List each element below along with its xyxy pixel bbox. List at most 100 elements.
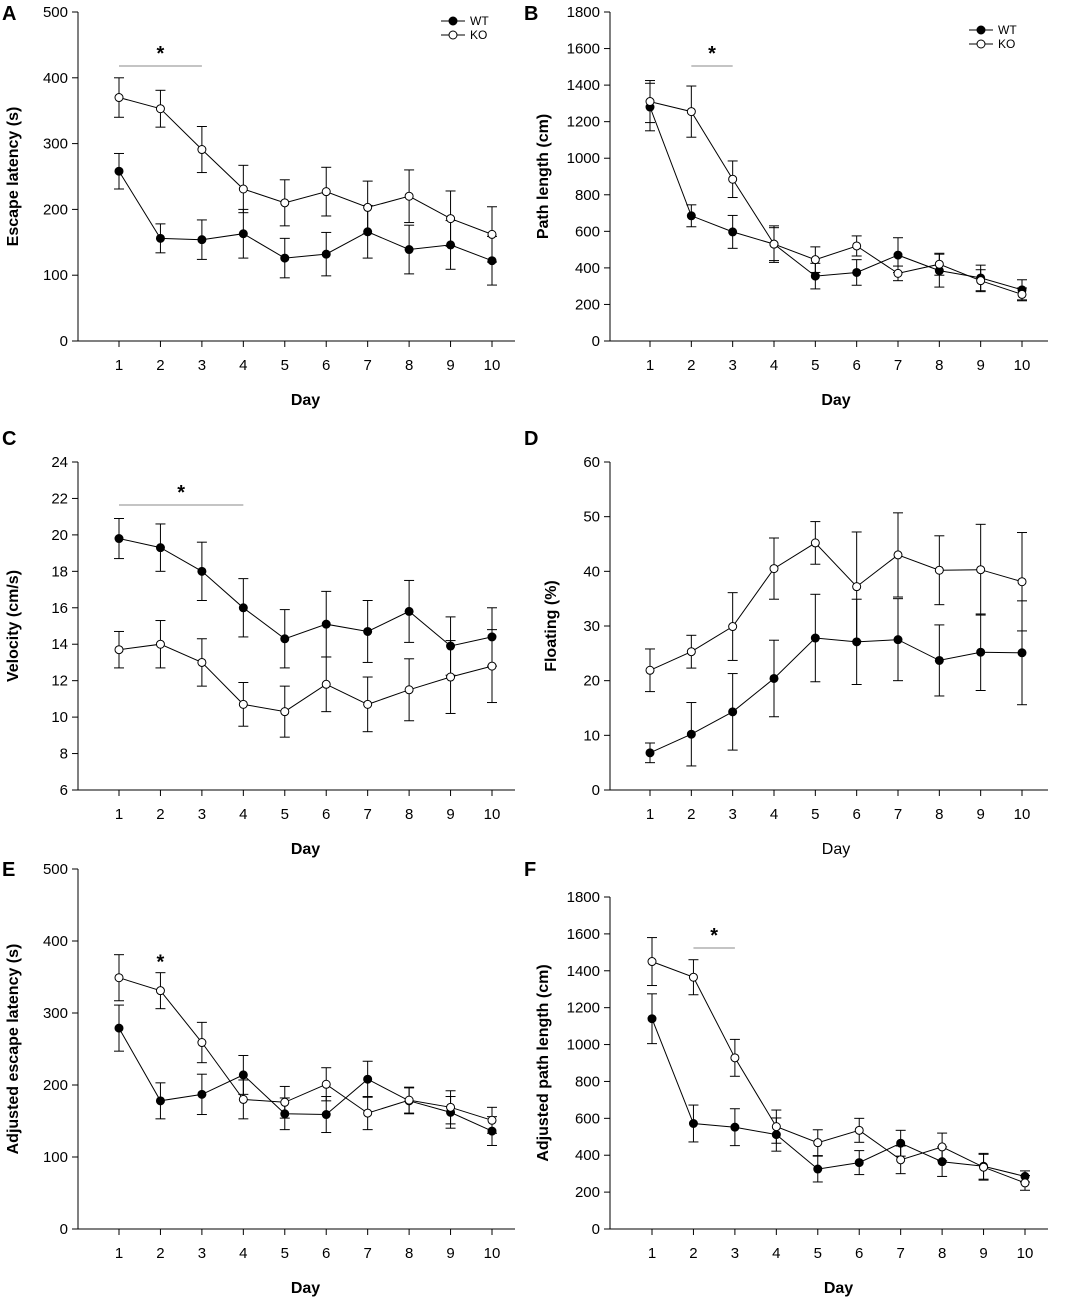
data-point-ko-c: [114, 645, 124, 655]
x-tick-label-c: 4: [239, 806, 247, 823]
x-tick-label-c: 7: [363, 806, 371, 823]
data-point-ko-b: [934, 259, 944, 269]
y-tick-label-f: 0: [592, 1221, 600, 1238]
x-axis-label-a: Day: [291, 392, 320, 409]
y-tick-label-e: 100: [43, 1149, 68, 1166]
legend-label-ko-a: KO: [470, 28, 487, 42]
y-axis-label-e: Adjusted escape latency (s): [5, 944, 22, 1155]
data-point-ko-b: [769, 239, 779, 249]
y-tick-label-b: 200: [575, 296, 600, 313]
x-tick-label-e: 1: [115, 1245, 123, 1262]
legend-marker-wt-b: [976, 25, 986, 35]
x-tick-label-a: 5: [281, 357, 289, 374]
data-point-wt-e: [321, 1110, 331, 1120]
x-tick-label-d: 8: [935, 806, 943, 823]
x-tick-label-c: 6: [322, 806, 330, 823]
series-line-ko-d: [649, 542, 1023, 671]
data-point-ko-a: [280, 198, 290, 208]
legend-marker-wt-a: [448, 16, 458, 26]
significance-star-b: *: [708, 43, 716, 65]
y-tick-label-b: 0: [592, 333, 600, 350]
panel-letter-a: A: [2, 3, 16, 25]
x-tick-label-e: 7: [363, 1245, 371, 1262]
y-tick-label-f: 600: [575, 1110, 600, 1127]
x-tick-label-a: 8: [405, 357, 413, 374]
y-tick-label-e: 500: [43, 861, 68, 878]
y-tick-label-f: 1800: [567, 889, 600, 906]
data-point-wt-d: [893, 635, 903, 645]
data-point-wt-d: [686, 729, 696, 739]
data-point-ko-f: [896, 1155, 906, 1165]
y-tick-label-b: 800: [575, 187, 600, 204]
data-point-wt-d: [769, 673, 779, 683]
data-point-ko-a: [155, 104, 165, 114]
x-tick-label-c: 9: [446, 806, 454, 823]
data-point-wt-c: [197, 566, 207, 576]
data-point-ko-d: [893, 550, 903, 560]
y-tick-label-e: 400: [43, 933, 68, 950]
data-point-ko-d: [976, 565, 986, 575]
data-point-ko-b: [976, 276, 986, 286]
y-tick-label-b: 1600: [567, 41, 600, 58]
y-tick-label-f: 1200: [567, 1000, 600, 1017]
x-tick-label-d: 3: [728, 806, 736, 823]
data-point-wt-d: [934, 655, 944, 665]
y-tick-label-d: 60: [583, 454, 600, 471]
x-tick-label-a: 4: [239, 357, 247, 374]
data-point-ko-d: [934, 565, 944, 575]
x-tick-label-d: 9: [976, 806, 984, 823]
x-tick-label-a: 3: [198, 357, 206, 374]
y-tick-label-b: 1800: [567, 4, 600, 21]
data-point-ko-e: [114, 973, 124, 983]
data-point-ko-a: [404, 191, 414, 201]
data-point-wt-b: [852, 267, 862, 277]
data-point-wt-c: [363, 626, 373, 636]
series-line-wt-b: [649, 106, 1023, 291]
y-axis-label-d: Floating (%): [543, 580, 560, 672]
x-tick-label-b: 9: [976, 357, 984, 374]
x-tick-label-f: 6: [855, 1245, 863, 1262]
x-tick-label-b: 5: [811, 357, 819, 374]
data-point-ko-c: [238, 699, 248, 709]
legend-label-wt-b: WT: [998, 23, 1017, 37]
y-tick-label-a: 200: [43, 201, 68, 218]
x-tick-label-b: 2: [687, 357, 695, 374]
series-line-ko-c: [118, 643, 493, 713]
data-point-wt-e: [114, 1023, 124, 1033]
data-point-ko-e: [446, 1102, 456, 1112]
x-tick-label-f: 5: [814, 1245, 822, 1262]
data-point-ko-b: [645, 97, 655, 107]
x-axis-label-d: Day: [822, 841, 850, 858]
y-tick-label-c: 10: [51, 709, 68, 726]
x-tick-label-f: 8: [938, 1245, 946, 1262]
data-point-ko-b: [1017, 289, 1027, 299]
data-point-wt-f: [688, 1118, 698, 1128]
data-point-ko-b: [893, 268, 903, 278]
data-point-ko-d: [686, 647, 696, 657]
data-point-ko-a: [446, 214, 456, 224]
x-tick-label-c: 5: [281, 806, 289, 823]
data-point-wt-e: [363, 1074, 373, 1084]
significance-star-a: *: [157, 43, 165, 65]
x-tick-label-d: 6: [852, 806, 860, 823]
data-point-wt-a: [280, 253, 290, 263]
y-tick-label-f: 200: [575, 1184, 600, 1201]
data-point-wt-c: [238, 603, 248, 613]
data-point-wt-d: [728, 707, 738, 717]
data-point-ko-f: [1020, 1178, 1030, 1188]
data-point-ko-a: [197, 145, 207, 155]
data-point-wt-a: [321, 249, 331, 259]
data-point-ko-e: [487, 1115, 497, 1125]
data-point-wt-c: [155, 543, 165, 553]
x-tick-label-b: 1: [646, 357, 654, 374]
series-line-wt-e: [118, 1027, 493, 1132]
data-point-ko-a: [363, 202, 373, 212]
x-tick-label-c: 10: [484, 806, 501, 823]
data-point-ko-d: [769, 564, 779, 574]
data-point-ko-f: [979, 1162, 989, 1172]
x-axis-label-e: Day: [291, 1280, 320, 1297]
data-point-wt-a: [155, 233, 165, 243]
data-point-wt-d: [976, 647, 986, 657]
data-point-wt-b: [728, 227, 738, 237]
y-tick-label-b: 1200: [567, 114, 600, 131]
